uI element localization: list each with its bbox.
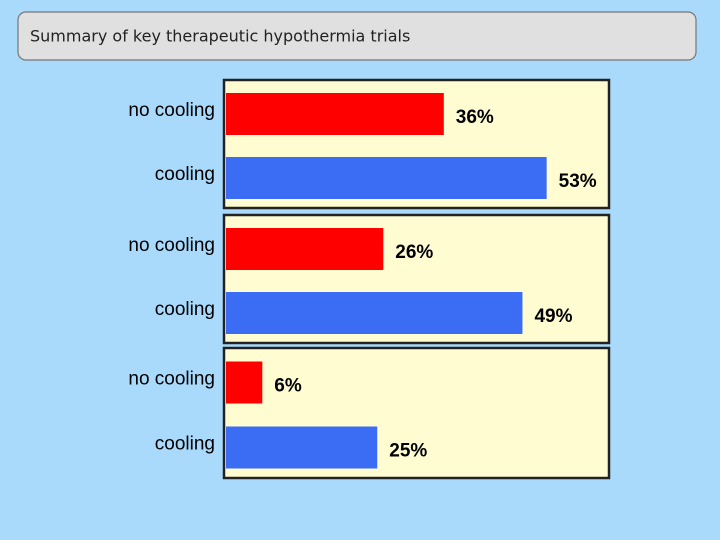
value-label: 6%: [274, 376, 302, 397]
value-label: 53%: [559, 171, 597, 192]
category-label: no cooling: [128, 100, 215, 121]
category-label: no cooling: [128, 369, 215, 390]
category-label: cooling: [155, 164, 215, 185]
bar: [226, 157, 547, 199]
value-label: 25%: [389, 441, 427, 462]
title-bar: [17, 11, 697, 61]
value-label: 49%: [534, 306, 572, 327]
bar: [226, 228, 384, 270]
category-label: cooling: [155, 434, 215, 455]
bar: [226, 93, 444, 135]
category-label: no cooling: [128, 235, 215, 256]
bar: [226, 292, 523, 334]
bar: [226, 361, 263, 404]
bar: [226, 426, 378, 469]
value-label: 36%: [456, 107, 494, 128]
slide-title: Summary of key therapeutic hypothermia t…: [30, 27, 410, 46]
category-label: cooling: [155, 299, 215, 320]
value-label: 26%: [395, 242, 433, 263]
